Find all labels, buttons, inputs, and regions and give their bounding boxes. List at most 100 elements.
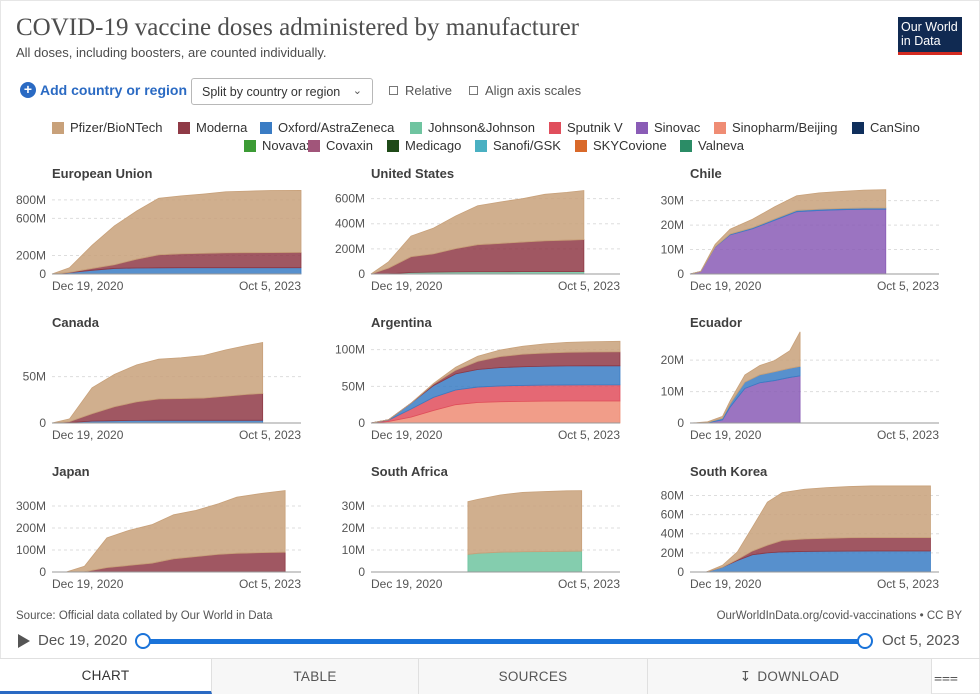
- timeline-start-label: Dec 19, 2020: [38, 632, 128, 649]
- y-tick-label: 10M: [661, 243, 684, 257]
- y-tick-label: 600M: [335, 192, 365, 206]
- license-link[interactable]: OurWorldInData.org/covid-vaccinations • …: [716, 610, 962, 622]
- x-tick-label: Dec 19, 2020: [371, 577, 443, 591]
- y-tick-label: 50M: [23, 370, 46, 384]
- align-axis-label: Align axis scales: [485, 83, 582, 98]
- area-series-johnson-johnson[interactable]: [467, 550, 583, 573]
- legend-swatch: [387, 139, 399, 152]
- timeline-start-handle[interactable]: [135, 633, 151, 649]
- panel-chart-svg: 0 10M 20M 30M Dec 19, 2020 Oct 5, 2023: [661, 189, 939, 293]
- relative-label: Relative: [405, 83, 452, 98]
- tab-table[interactable]: TABLE: [212, 659, 419, 694]
- legend-swatch: [714, 121, 726, 134]
- legend-swatch: [410, 121, 422, 134]
- y-tick-label: 30M: [342, 499, 365, 513]
- y-tick-label: 0: [39, 416, 46, 430]
- area-series-pfizer-biontech[interactable]: [51, 342, 264, 424]
- split-select[interactable]: Split by country or region ⌄: [191, 78, 373, 105]
- legend-label: Covaxin: [326, 138, 373, 153]
- y-tick-label: 200M: [16, 521, 46, 535]
- x-tick-label: Oct 5, 2023: [877, 577, 939, 591]
- legend-swatch: [636, 121, 648, 134]
- y-tick-label: 40M: [661, 527, 684, 541]
- x-tick-label: Oct 5, 2023: [239, 279, 301, 293]
- x-tick-label: Oct 5, 2023: [558, 279, 620, 293]
- legend-item[interactable]: SKYCovione: [575, 138, 667, 153]
- y-tick-label: 100M: [335, 343, 365, 357]
- tab-sources[interactable]: SOURCES: [419, 659, 648, 694]
- legend-swatch: [260, 121, 272, 134]
- legend-label: Valneva: [698, 138, 745, 153]
- legend-item[interactable]: Covaxin: [308, 138, 373, 153]
- logo-line-2: in Data: [901, 34, 941, 48]
- plus-icon: +: [20, 82, 36, 98]
- timeline-track[interactable]: [143, 639, 865, 644]
- legend-label: Novavax: [262, 138, 313, 153]
- tab-download-label: DOWNLOAD: [757, 669, 840, 684]
- y-tick-label: 0: [358, 565, 365, 579]
- area-series-oxford-astrazeneca[interactable]: [689, 550, 931, 573]
- area-series-pfizer-biontech[interactable]: [467, 490, 583, 555]
- source-note: Source: Official data collated by Our Wo…: [16, 610, 273, 622]
- chevron-down-icon: ⌄: [352, 85, 362, 97]
- legend-item[interactable]: Novavax: [244, 138, 313, 153]
- x-tick-label: Dec 19, 2020: [690, 428, 762, 442]
- y-tick-label: 400M: [335, 217, 365, 231]
- legend-item[interactable]: CanSino: [852, 120, 920, 135]
- legend-item[interactable]: Oxford/AstraZeneca: [260, 120, 394, 135]
- timeline: Dec 19, 2020 Oct 5, 2023: [0, 630, 980, 656]
- legend-label: Medicago: [405, 138, 462, 153]
- timeline-end-handle[interactable]: [857, 633, 873, 649]
- area-series-pfizer-biontech[interactable]: [370, 340, 621, 424]
- checkbox-icon: [469, 86, 478, 95]
- legend-item[interactable]: Sinopharm/Beijing: [714, 120, 838, 135]
- download-icon: ↧: [739, 668, 752, 684]
- chart-title: COVID-19 vaccine doses administered by m…: [16, 14, 580, 41]
- y-tick-label: 200M: [335, 242, 365, 256]
- add-country-button[interactable]: + Add country or region: [20, 82, 187, 98]
- legend-item[interactable]: Pfizer/BioNTech: [52, 120, 162, 135]
- tab-chart[interactable]: CHART: [0, 659, 212, 694]
- area-series-pfizer-biontech[interactable]: [689, 189, 887, 275]
- legend-swatch: [852, 121, 864, 134]
- y-tick-label: 30M: [661, 194, 684, 208]
- legend-item[interactable]: Sputnik V: [549, 120, 623, 135]
- y-tick-label: 0: [39, 565, 46, 579]
- y-tick-label: 0: [677, 565, 684, 579]
- tab-download[interactable]: ↧ DOWNLOAD: [648, 659, 932, 694]
- x-tick-label: Dec 19, 2020: [371, 279, 443, 293]
- area-series-pfizer-biontech[interactable]: [689, 485, 931, 573]
- legend-item[interactable]: Sanofi/GSK: [475, 138, 561, 153]
- panel-title: Argentina: [371, 315, 432, 330]
- legend-swatch: [52, 121, 64, 134]
- y-tick-label: 0: [39, 267, 46, 281]
- area-series-pfizer-biontech[interactable]: [51, 490, 286, 573]
- y-tick-label: 20M: [342, 521, 365, 535]
- owid-logo[interactable]: Our World in Data: [898, 17, 962, 55]
- legend-item[interactable]: Sinovac: [636, 120, 700, 135]
- relative-checkbox[interactable]: Relative: [389, 83, 452, 98]
- y-tick-label: 20M: [661, 546, 684, 560]
- panel-chart-svg: 0 10M 20M 30M Dec 19, 2020 Oct 5, 2023: [342, 490, 620, 591]
- legend-item[interactable]: Moderna: [178, 120, 247, 135]
- align-axis-checkbox[interactable]: Align axis scales: [469, 83, 581, 98]
- play-icon[interactable]: [18, 634, 30, 648]
- split-select-label: Split by country or region: [202, 85, 341, 99]
- panel-chart-svg: 0 10M 20M Dec 19, 2020 Oct 5, 2023: [661, 331, 939, 442]
- panel-chart-svg: 0 200M 400M 600M Dec 19, 2020 Oct 5, 2023: [335, 190, 620, 293]
- y-tick-label: 200M: [16, 248, 46, 262]
- legend-item[interactable]: Johnson&Johnson: [410, 120, 535, 135]
- area-series-pfizer-biontech[interactable]: [689, 331, 801, 424]
- x-tick-label: Dec 19, 2020: [690, 577, 762, 591]
- legend-swatch: [475, 139, 487, 152]
- x-tick-label: Oct 5, 2023: [239, 428, 301, 442]
- x-tick-label: Dec 19, 2020: [52, 577, 124, 591]
- share-icon[interactable]: ⩶: [934, 669, 958, 685]
- legend-label: Pfizer/BioNTech: [70, 120, 163, 135]
- legend-item[interactable]: Medicago: [387, 138, 461, 153]
- area-series-pfizer-biontech[interactable]: [370, 190, 585, 275]
- panel-chart-svg: 0 200M 600M 800M Dec 19, 2020 Oct 5, 2023: [16, 189, 302, 293]
- area-series-pfizer-biontech[interactable]: [51, 189, 302, 275]
- legend-item[interactable]: Valneva: [680, 138, 744, 153]
- panel-title: European Union: [52, 166, 153, 181]
